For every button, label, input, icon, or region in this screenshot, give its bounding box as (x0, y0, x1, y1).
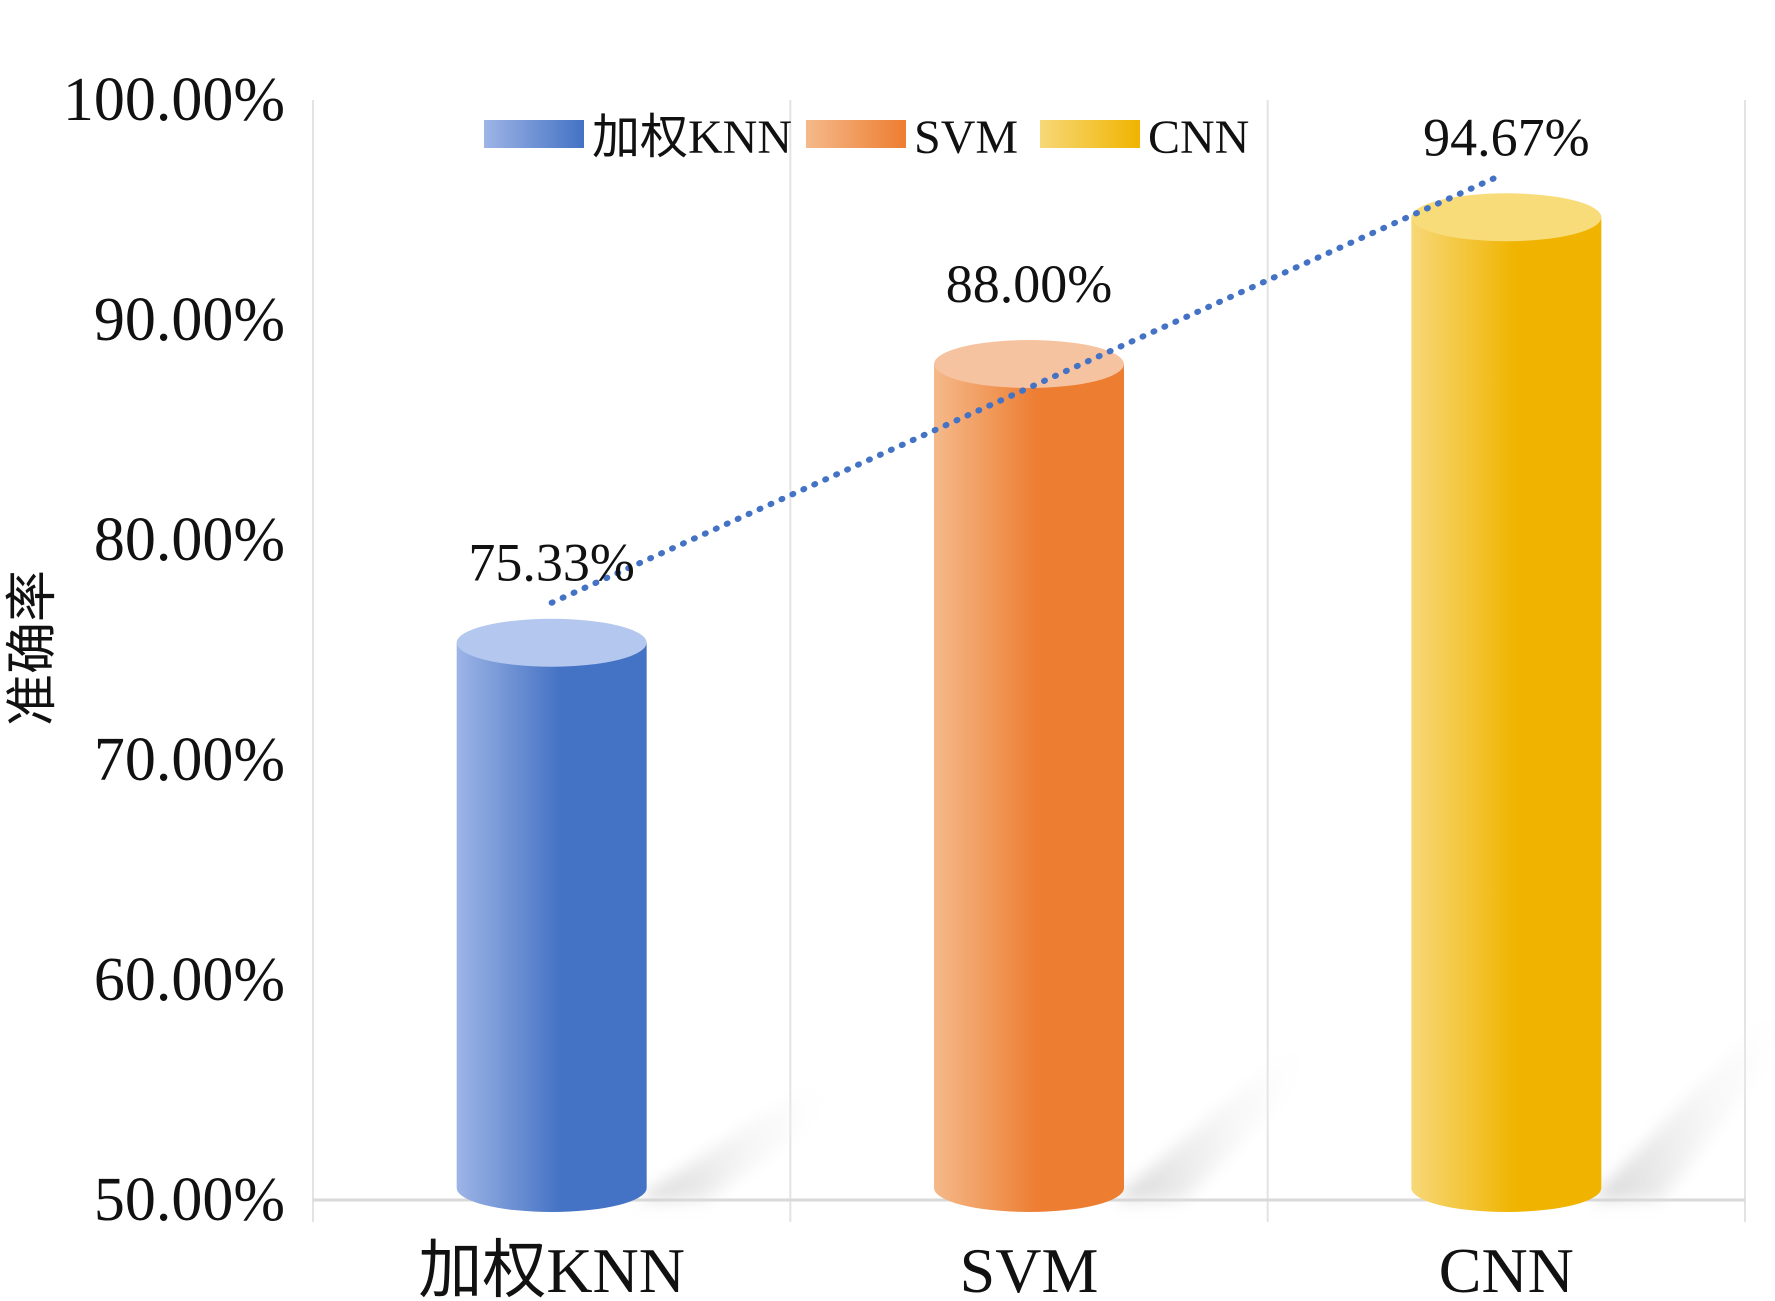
y-tick-label: 60.00% (94, 946, 285, 1014)
y-tick-label: 90.00% (94, 286, 285, 354)
legend: 加权KNN SVM CNN (484, 111, 1249, 164)
data-label: 75.33% (468, 533, 634, 593)
x-tick-label: CNN (1439, 1235, 1574, 1301)
legend-swatch (1040, 120, 1140, 148)
bar-top (934, 340, 1124, 388)
legend-swatch (484, 120, 584, 148)
bar-1 (456, 618, 647, 1212)
y-tick-label: 70.00% (94, 726, 285, 794)
bar-top (456, 618, 647, 667)
legend-label: CNN (1148, 111, 1249, 164)
x-tick-label: 加权KNN (418, 1235, 685, 1301)
legend-swatch (806, 120, 906, 148)
trendline (548, 174, 1500, 606)
bar-shadows (636, 1007, 1775, 1200)
y-tick-label: 50.00% (94, 1166, 285, 1234)
legend-item: 加权KNN (484, 111, 792, 164)
data-label: 94.67% (1423, 107, 1589, 167)
legend-item: CNN (1040, 111, 1249, 164)
bar-body (934, 364, 1124, 1212)
legend-label: 加权KNN (592, 111, 792, 164)
data-label: 88.00% (946, 254, 1112, 314)
legend-item: SVM (806, 111, 1018, 164)
trend-line (548, 174, 1500, 606)
bar-shadow (1591, 1007, 1775, 1200)
bar-shadow (636, 1060, 847, 1200)
x-tick-label: SVM (960, 1235, 1099, 1301)
bar-top (1411, 193, 1602, 242)
bar-shadow (1114, 1020, 1324, 1200)
bar-3 (1411, 193, 1602, 1212)
bar-2 (934, 340, 1124, 1212)
bar-body (456, 642, 647, 1212)
legend-label: SVM (914, 111, 1018, 164)
bar-body (1411, 217, 1602, 1212)
y-axis-title: 准确率 (5, 570, 62, 726)
y-tick-label: 80.00% (94, 506, 285, 574)
labels: 50.00% 60.00% 70.00% 80.00% 90.00% 100.00% 75.… (63, 66, 1590, 1301)
y-tick-label: 100.00% (63, 66, 285, 134)
bars (456, 193, 1602, 1212)
